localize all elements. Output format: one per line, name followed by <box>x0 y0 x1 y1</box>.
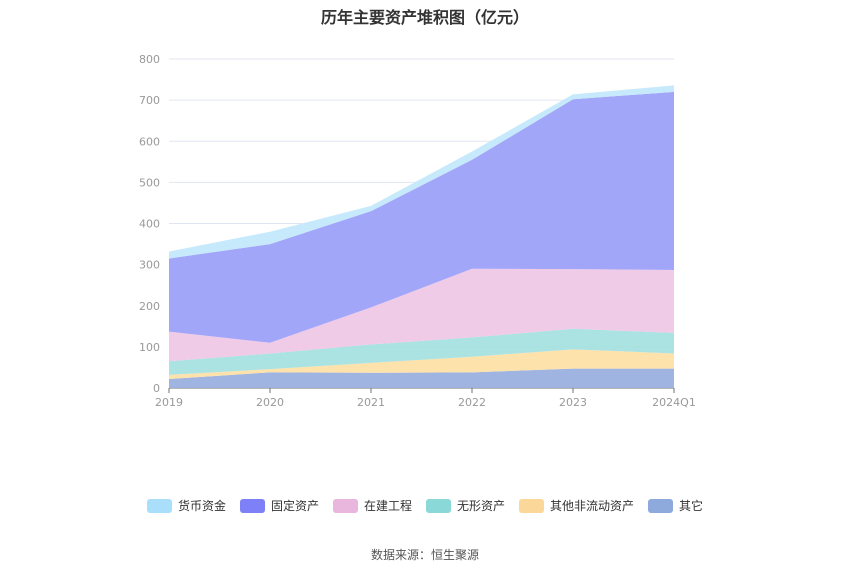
area-其它[interactable] <box>169 368 674 388</box>
area-在建工程[interactable] <box>169 268 674 362</box>
legend-label: 固定资产 <box>270 499 319 513</box>
y-tick-label: 400 <box>139 218 160 231</box>
legend-label: 其他非流动资产 <box>550 499 635 513</box>
y-tick-label: 100 <box>139 341 160 354</box>
legend-item-intangible[interactable]: 无形资产 <box>426 497 505 514</box>
legend-item-fixed-assets[interactable]: 固定资产 <box>239 497 319 514</box>
legend-swatch <box>146 498 172 513</box>
legend-label: 无形资产 <box>457 499 506 513</box>
area-其他非流动资产[interactable] <box>169 349 674 379</box>
area-series <box>169 85 674 388</box>
legend-label: 货币资金 <box>177 499 226 513</box>
y-tick-label: 700 <box>139 94 160 107</box>
legend-swatch <box>648 498 674 513</box>
legend-swatch <box>332 498 358 513</box>
legend-item-other-noncurrent[interactable]: 其他非流动资产 <box>519 497 634 514</box>
y-tick-label: 300 <box>139 259 160 272</box>
chart-title: 历年主要资产堆积图（亿元） <box>320 8 529 27</box>
data-source: 数据来源：恒生聚源 <box>370 548 479 562</box>
y-tick-label: 200 <box>139 300 160 313</box>
x-tick-label: 2023 <box>559 396 587 409</box>
legend-swatch <box>426 498 451 513</box>
x-tick-label: 2021 <box>357 396 385 409</box>
x-tick-label: 2019 <box>155 396 183 409</box>
legend-swatch <box>239 498 265 513</box>
y-axis: 0 100 200 300 400 500 600 700 800 <box>139 53 160 395</box>
y-tick-label: 600 <box>139 135 160 148</box>
area-固定资产[interactable] <box>169 91 674 343</box>
legend-item-cash[interactable]: 货币资金 <box>146 497 226 514</box>
x-tick-label: 2022 <box>458 396 486 409</box>
x-tick-label: 2020 <box>256 396 284 409</box>
x-axis: 2019 2020 2021 2022 2023 2024Q1 <box>155 388 696 409</box>
legend: 货币资金 固定资产 在建工程 无形资产 其他非流动资产 其它 <box>0 497 850 514</box>
legend-label: 在建工程 <box>363 499 412 513</box>
y-tick-label: 0 <box>153 382 160 395</box>
x-tick-label: 2024Q1 <box>652 396 696 409</box>
y-tick-label: 800 <box>139 53 160 66</box>
legend-swatch <box>519 498 545 513</box>
legend-label: 其它 <box>679 499 704 513</box>
area-无形资产[interactable] <box>169 328 674 375</box>
y-tick-label: 500 <box>139 176 160 189</box>
legend-item-construction[interactable]: 在建工程 <box>332 497 412 514</box>
legend-item-other[interactable]: 其它 <box>648 497 703 514</box>
